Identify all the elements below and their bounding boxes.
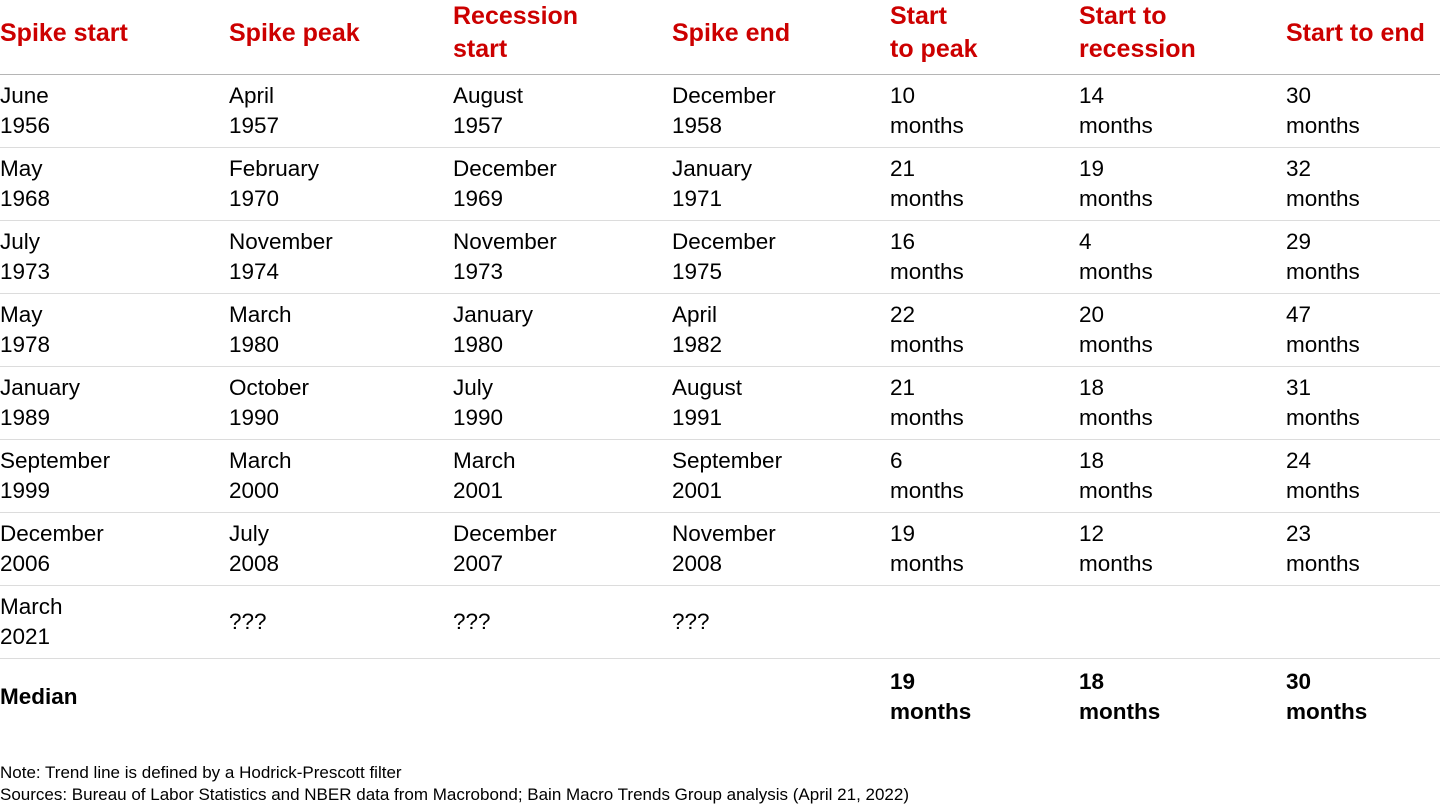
table-cell: 22 months [890, 293, 1079, 367]
table-cell: August 1991 [672, 366, 890, 440]
table-row: July 1973 November 1974 November 1973 Decem… [0, 220, 1440, 294]
table-cell: July 2008 [229, 512, 453, 586]
column-header: Start to end [1286, 0, 1440, 75]
median-label: Median [0, 683, 78, 709]
table-row: January 1989 October 1990 July 1990 August … [0, 366, 1440, 440]
table-cell [1079, 585, 1286, 659]
column-header: Spike start [0, 0, 229, 75]
table-cell: 19 months [1079, 147, 1286, 221]
table-cell: November 1973 [453, 220, 672, 294]
median-cell: 30 months [1286, 668, 1368, 724]
table-cell: 20 months [1079, 293, 1286, 367]
table-cell: December 2006 [0, 512, 229, 586]
data-table: Spike start Spike peak Recession start S… [0, 0, 1440, 735]
table-cell: ??? [672, 585, 890, 659]
table-cell: September 2001 [672, 439, 890, 513]
column-header: Recession start [453, 0, 672, 75]
table-cell: 21 months [890, 147, 1079, 221]
table-cell: 16 months [890, 220, 1079, 294]
table-cell: July 1973 [0, 220, 229, 294]
table-cell: December 1975 [672, 220, 890, 294]
table-cell: 4 months [1079, 220, 1286, 294]
header-row: Spike start Spike peak Recession start S… [0, 0, 1440, 75]
table-cell: November 2008 [672, 512, 890, 586]
table-cell: May 1968 [0, 147, 229, 221]
median-cell [672, 658, 890, 735]
table-cell: 18 months [1079, 439, 1286, 513]
table-cell: 23 months [1286, 512, 1440, 586]
table-cell: August 1957 [453, 74, 672, 148]
table-cell: 29 months [1286, 220, 1440, 294]
table-cell: November 1974 [229, 220, 453, 294]
table-row: December 2006 July 2008 December 2007 Novem… [0, 512, 1440, 586]
median-cell: 19 months [890, 668, 972, 724]
table-cell: 12 months [1079, 512, 1286, 586]
table-cell: ??? [453, 585, 672, 659]
median-cell [453, 658, 672, 735]
table-cell: 10 months [890, 74, 1079, 148]
median-cell [229, 658, 453, 735]
table-row: March 2021????????? [0, 585, 1440, 659]
table-cell: June 1956 [0, 74, 229, 148]
table-cell: March 1980 [229, 293, 453, 367]
table-cell: April 1957 [229, 74, 453, 148]
median-row: Median 19 months 18 months 30 months [0, 658, 1440, 735]
table-cell: ??? [229, 585, 453, 659]
table-row: May 1968 February 1970 December 1969 Januar… [0, 147, 1440, 221]
footnotes: Note: Trend line is defined by a Hodrick… [0, 762, 1440, 806]
table-cell: September 1999 [0, 439, 229, 513]
table-cell: 31 months [1286, 366, 1440, 440]
table-cell: April 1982 [672, 293, 890, 367]
table-cell: 24 months [1286, 439, 1440, 513]
column-header: Start to peak [890, 0, 1079, 75]
table-cell: March 2000 [229, 439, 453, 513]
table-row: June 1956 April 1957 August 1957 December 1… [0, 74, 1440, 148]
table-cell: January 1971 [672, 147, 890, 221]
table-cell: January 1989 [0, 366, 229, 440]
column-header: Spike end [672, 0, 890, 75]
table-cell: January 1980 [453, 293, 672, 367]
table-cell: 6 months [890, 439, 1079, 513]
table-cell: 21 months [890, 366, 1079, 440]
table-cell: 18 months [1079, 366, 1286, 440]
median-cell: 18 months [1079, 668, 1161, 724]
table-cell: October 1990 [229, 366, 453, 440]
table-cell: 30 months [1286, 74, 1440, 148]
table-cell: December 1958 [672, 74, 890, 148]
table-cell: February 1970 [229, 147, 453, 221]
table-cell [1286, 585, 1440, 659]
column-header: Spike peak [229, 0, 453, 75]
table-cell: March 2021 [0, 585, 229, 659]
table-row: May 1978 March 1980 January 1980 April 1982… [0, 293, 1440, 367]
column-header: Start to recession [1079, 0, 1286, 75]
sources-text: Sources: Bureau of Labor Statistics and … [0, 785, 910, 804]
table-cell: 47 months [1286, 293, 1440, 367]
note-text: Note: Trend line is defined by a Hodrick… [0, 763, 402, 782]
table-cell: July 1990 [453, 366, 672, 440]
table-cell: December 1969 [453, 147, 672, 221]
table-row: September 1999 March 2000 March 2001 Septem… [0, 439, 1440, 513]
table-cell: 32 months [1286, 147, 1440, 221]
table-cell: May 1978 [0, 293, 229, 367]
table-cell: 19 months [890, 512, 1079, 586]
table-cell: December 2007 [453, 512, 672, 586]
table-cell [890, 585, 1079, 659]
table-cell: 14 months [1079, 74, 1286, 148]
table-cell: March 2001 [453, 439, 672, 513]
